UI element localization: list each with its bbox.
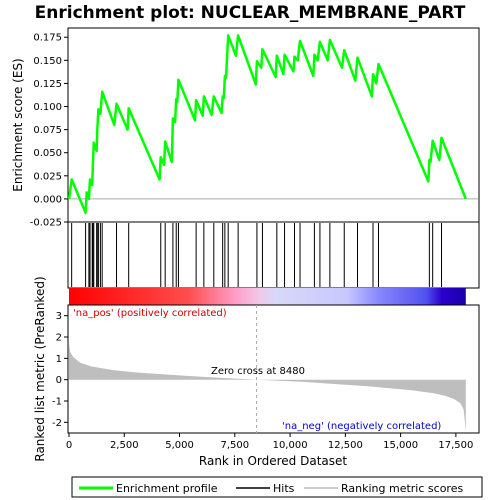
zero-cross-label: Zero cross at 8480 <box>211 366 305 377</box>
x-tick-label: 12,500 <box>328 440 363 451</box>
es-y-tick-label: 0.125 <box>33 79 62 90</box>
metric-panel: -2 -1 0 1 2 3 0 2,500 5,000 7,500 10,000 12,500 15,… <box>33 276 480 468</box>
negative-correlation-label: 'na_neg' (negatively correlated) <box>282 421 441 432</box>
metric-y-tick-label: -1 <box>52 397 62 408</box>
enrichment-profile-line <box>67 34 467 215</box>
rank-color-bar <box>69 288 466 305</box>
legend-metric-label: Ranking metric scores <box>341 482 463 495</box>
metric-y-axis-label: Ranked list metric (PreRanked) <box>33 276 47 461</box>
positive-correlation-label: 'na_pos' (positively correlated) <box>73 308 227 319</box>
es-y-tick-label: 0.150 <box>33 56 62 67</box>
metric-y-tick-label: 0 <box>56 375 62 386</box>
metric-panel-frame <box>67 304 480 434</box>
x-tick-label: 7,500 <box>220 440 249 451</box>
legend-profile-label: Enrichment profile <box>116 482 218 495</box>
metric-y-tick-label: 1 <box>56 354 62 365</box>
legend-box <box>71 476 483 498</box>
x-tick-label: 17,500 <box>438 440 473 451</box>
metric-y-tick-label: -2 <box>52 418 62 429</box>
es-y-tick-label: 0.175 <box>33 33 62 44</box>
legend-hits-label: Hits <box>273 482 295 495</box>
legend: Enrichment profile Hits Ranking metric s… <box>71 476 483 498</box>
es-panel-frame <box>67 27 480 223</box>
es-y-tick-label: 0.000 <box>33 194 62 205</box>
hit-markers <box>71 223 443 287</box>
metric-y-tick-label: 2 <box>56 333 62 344</box>
es-y-axis-ticks: -0.025 0.000 0.025 0.050 0.075 0.100 0.125 0.15… <box>30 33 68 229</box>
chart-title: Enrichment plot: NUCLEAR_MEMBRANE_PART <box>35 3 466 23</box>
es-y-tick-label: 0.100 <box>33 102 62 113</box>
x-tick-label: 10,000 <box>273 440 308 451</box>
es-y-tick-label: -0.025 <box>30 218 62 229</box>
x-tick-label: 15,000 <box>383 440 418 451</box>
x-tick-label: 0 <box>66 440 72 451</box>
x-tick-label: 2,500 <box>110 440 139 451</box>
hits-panel-frame <box>67 221 480 289</box>
es-y-tick-label: 0.050 <box>33 148 62 159</box>
x-axis-label: Rank in Ordered Dataset <box>199 454 347 468</box>
es-y-axis-label: Enrichment score (ES) <box>11 58 25 191</box>
metric-y-tick-label: 3 <box>56 311 62 322</box>
metric-y-axis-ticks: -2 -1 0 1 2 3 <box>52 311 68 429</box>
es-y-tick-label: 0.075 <box>33 125 62 136</box>
hits-panel <box>67 221 480 289</box>
x-tick-label: 5,000 <box>165 440 194 451</box>
ranking-metric-area <box>69 342 466 431</box>
x-axis-ticks: 0 2,500 5,000 7,500 10,000 12,500 15,000 17,500 <box>66 433 473 451</box>
es-panel: -0.025 0.000 0.025 0.050 0.075 0.100 0.125 0.15… <box>11 27 480 229</box>
es-y-tick-label: 0.025 <box>33 171 62 182</box>
